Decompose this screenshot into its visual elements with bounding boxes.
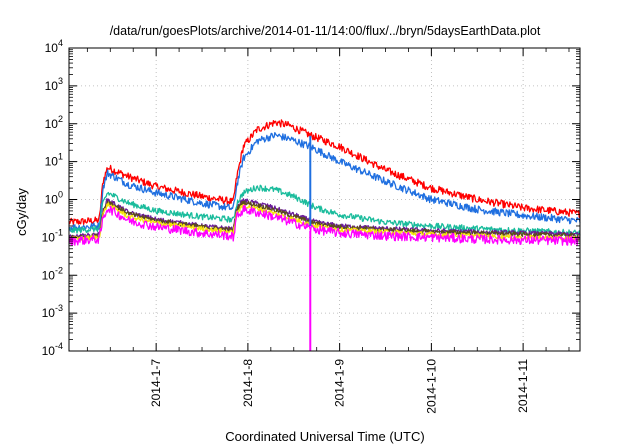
series-line [68,184,581,237]
x-tick-labels: 2014-1-7 2014-1-8 2014-1-9 2014-1-10 2014-1-… [149,359,530,414]
y-tick-base: 10 [42,344,56,358]
x-tick-label: 2014-1-11 [516,359,530,413]
y-tick-exponent: 4 [58,38,63,48]
y-tick-exponent: -4 [55,341,63,351]
y-tick-label: 102 [45,114,63,131]
x-tick-label: 2014-1-10 [424,359,438,414]
y-tick-base: 10 [45,155,59,169]
y-axis-label: cGy/day [14,188,29,236]
y-tick-base: 10 [45,41,59,55]
y-tick-label: 104 [45,38,63,55]
x-axis-label: Coordinated Universal Time (UTC) [225,429,424,444]
y-tick-label: 10-3 [42,303,63,320]
y-tick-exponent: -2 [55,265,63,275]
x-tick-label: 2014-1-8 [241,359,255,407]
y-tick-base: 10 [45,79,59,93]
y-tick-base: 10 [42,268,56,282]
y-tick-base: 10 [42,230,56,244]
y-tick-label: 103 [45,76,63,93]
axis-ticks [69,47,580,352]
y-tick-exponent: 0 [58,190,63,200]
y-tick-exponent: 2 [58,114,63,124]
y-tick-label: 10-4 [42,341,63,358]
y-tick-exponent: -3 [55,303,63,313]
x-tick-label: 2014-1-7 [149,359,163,407]
y-tick-exponent: -1 [55,227,63,237]
y-tick-label: 10-1 [42,227,63,244]
y-tick-base: 10 [42,306,56,320]
series-line [68,204,581,246]
x-tick-label: 2014-1-9 [333,359,347,407]
series-line [68,132,581,232]
y-tick-base: 10 [45,193,59,207]
y-tick-exponent: 3 [58,76,63,86]
chart-title: /data/run/goesPlots/archive/2014-01-11/1… [110,24,541,38]
y-tick-label: 100 [45,190,63,207]
y-tick-label: 101 [45,152,63,169]
y-tick-label: 10-2 [42,265,63,282]
series-line [68,119,581,226]
series-group [68,119,581,351]
grid [69,48,580,351]
y-tick-base: 10 [45,117,59,131]
y-tick-exponent: 1 [58,152,63,162]
series-line [68,200,581,240]
